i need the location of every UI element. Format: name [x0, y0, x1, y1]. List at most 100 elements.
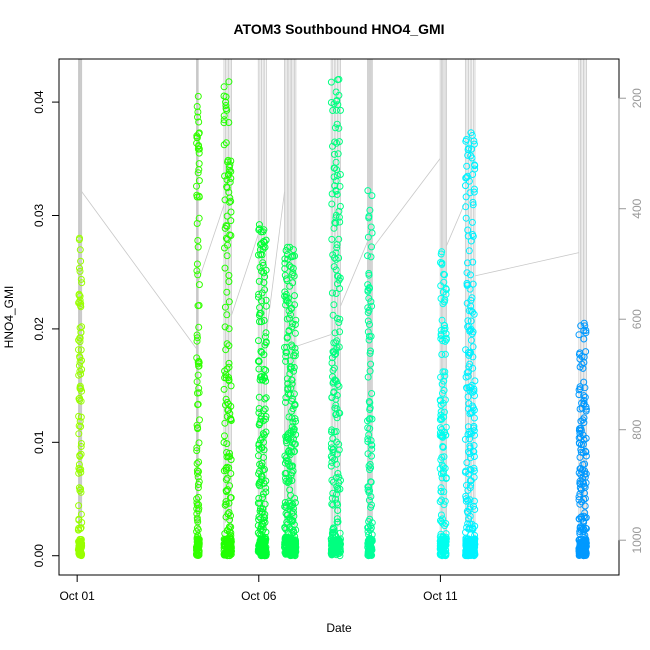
data-point	[470, 502, 477, 510]
data-point	[335, 276, 343, 284]
data-point	[281, 344, 288, 351]
data-point	[255, 445, 263, 453]
data-point	[332, 214, 340, 222]
data-point	[334, 272, 342, 280]
data-point	[223, 212, 231, 220]
data-point	[255, 365, 263, 373]
data-point	[193, 528, 201, 536]
data-point	[437, 484, 445, 492]
data-point	[580, 319, 588, 327]
data-point	[335, 138, 343, 146]
data-point	[222, 139, 230, 147]
data-point	[328, 394, 336, 402]
data-point	[441, 296, 449, 304]
data-point	[291, 292, 298, 300]
data-point	[462, 203, 470, 211]
data-point	[193, 495, 201, 503]
flight-series	[193, 92, 203, 559]
data-point	[195, 281, 203, 289]
data-point	[439, 463, 447, 471]
data-point	[328, 500, 336, 508]
data-point	[223, 449, 231, 456]
data-point	[334, 518, 342, 526]
data-point	[256, 376, 264, 384]
data-point	[368, 441, 376, 449]
data-point	[333, 97, 341, 104]
data-point	[194, 536, 202, 544]
data-point	[281, 470, 289, 477]
data-point	[260, 365, 268, 373]
data-point	[262, 302, 270, 310]
data-point	[333, 172, 341, 180]
data-point	[261, 510, 269, 518]
data-point	[284, 460, 292, 468]
data-point	[334, 470, 342, 477]
data-point	[439, 368, 447, 376]
y-tick-label: 0.02	[32, 317, 46, 341]
data-point	[469, 198, 477, 206]
axes-layer: Oct 01 Oct 06 Oct 11 0.00 0.01 0.02 0.03 0.04 20…	[32, 88, 644, 603]
data-point	[580, 518, 588, 526]
data-point	[580, 414, 588, 422]
data-point	[282, 394, 290, 402]
data-point	[291, 494, 299, 502]
data-point	[470, 424, 478, 432]
data-point	[334, 101, 342, 109]
data-point	[257, 228, 265, 236]
data-point	[221, 367, 229, 375]
data-point	[195, 501, 203, 509]
data-point	[466, 360, 474, 368]
data-point	[442, 336, 450, 344]
data-point	[77, 423, 85, 431]
data-point	[366, 460, 374, 468]
data-point	[77, 413, 85, 421]
data-point	[260, 279, 268, 287]
data-point	[287, 363, 295, 371]
data-point	[261, 374, 269, 382]
data-point	[364, 187, 372, 195]
data-point	[225, 359, 233, 367]
data-point	[225, 374, 233, 381]
data-point	[437, 541, 444, 549]
data-points-layer	[74, 75, 590, 560]
data-point	[334, 507, 342, 514]
pressure-transit-line	[446, 201, 466, 246]
data-point	[333, 191, 341, 198]
data-point	[470, 464, 478, 472]
data-point	[222, 464, 230, 472]
data-point	[464, 146, 472, 153]
data-point	[332, 186, 340, 194]
data-point	[336, 202, 344, 210]
data-point	[465, 351, 473, 359]
data-point	[222, 476, 230, 484]
data-point	[364, 450, 372, 458]
data-point	[462, 136, 470, 143]
data-point	[439, 300, 447, 308]
data-point	[582, 470, 590, 478]
data-point	[221, 323, 229, 331]
flight-series	[436, 248, 450, 560]
data-point	[256, 304, 264, 312]
data-point	[463, 459, 471, 467]
data-point	[227, 542, 235, 550]
data-point	[464, 393, 472, 401]
data-point	[462, 346, 470, 354]
data-point	[255, 337, 262, 345]
data-point	[332, 177, 340, 185]
data-point	[469, 308, 476, 316]
data-point	[225, 167, 233, 174]
data-point	[470, 385, 478, 393]
data-point	[193, 182, 200, 190]
flight-series	[254, 221, 270, 560]
data-point	[327, 78, 335, 86]
data-point	[365, 306, 373, 314]
x-tick-label: Oct 06	[241, 589, 277, 603]
data-point	[366, 466, 374, 474]
data-point	[364, 252, 371, 260]
data-point	[366, 367, 374, 375]
data-point	[262, 366, 270, 374]
data-point	[463, 279, 471, 287]
data-point	[289, 418, 297, 426]
data-point	[193, 467, 201, 475]
data-point	[329, 107, 337, 114]
